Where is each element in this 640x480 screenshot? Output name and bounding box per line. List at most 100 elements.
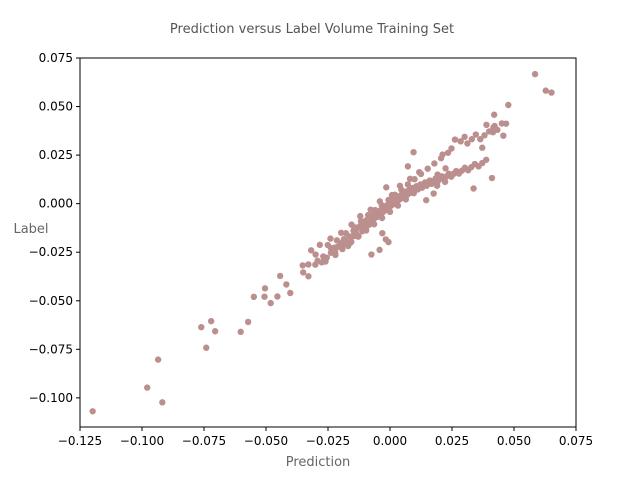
data-point	[382, 236, 389, 243]
data-point	[479, 144, 486, 151]
data-point	[368, 251, 375, 258]
data-point	[287, 289, 294, 297]
x-tick-label: −0.100	[120, 434, 164, 448]
data-point	[237, 328, 244, 336]
data-point	[404, 163, 412, 170]
data-point	[483, 156, 490, 163]
data-point	[89, 408, 96, 415]
data-point	[488, 174, 496, 182]
x-tick-label: −0.050	[244, 434, 288, 448]
y-tick-label: 0.025	[39, 148, 73, 162]
data-point	[383, 184, 390, 191]
data-point	[448, 145, 455, 152]
data-point	[207, 317, 215, 325]
data-point	[444, 149, 452, 156]
data-point	[261, 285, 269, 292]
data-point	[500, 132, 507, 139]
y-tick-label: 0.075	[39, 51, 73, 65]
data-point	[305, 273, 312, 280]
data-point	[542, 87, 549, 94]
data-point	[305, 261, 312, 268]
data-point	[357, 217, 365, 225]
data-point	[276, 272, 284, 280]
data-point	[548, 89, 555, 96]
data-point	[406, 175, 414, 182]
data-point	[376, 246, 383, 254]
y-axis: −0.100 −0.075 −0.050 −0.025 0.000 0.025 0.050 0…	[29, 51, 80, 405]
data-point	[416, 169, 423, 176]
data-point	[477, 135, 484, 143]
data-point	[502, 120, 510, 127]
data-point	[299, 262, 306, 269]
data-point	[531, 70, 539, 78]
data-point	[394, 202, 402, 209]
data-point	[274, 293, 281, 300]
data-point	[355, 233, 362, 240]
x-axis: −0.125 −0.100 −0.075 −0.050 −0.025 0.000 0.025…	[58, 427, 593, 448]
data-point	[261, 293, 268, 300]
data-point	[379, 229, 386, 237]
data-point	[483, 121, 490, 129]
data-point	[464, 140, 471, 147]
y-tick-label: −0.100	[29, 391, 73, 405]
y-tick-label: −0.075	[29, 342, 73, 356]
data-point	[468, 135, 476, 143]
data-point	[370, 221, 378, 228]
data-point	[333, 237, 341, 244]
data-point	[388, 191, 396, 199]
data-point	[203, 344, 210, 351]
y-tick-label: 0.050	[39, 100, 73, 114]
data-point	[441, 178, 449, 186]
data-point	[402, 196, 410, 203]
data-point	[424, 165, 431, 172]
data-point	[472, 131, 480, 138]
data-point	[342, 229, 350, 237]
data-point	[431, 160, 438, 167]
data-point	[481, 132, 488, 139]
data-point	[339, 245, 346, 253]
data-point	[457, 138, 464, 145]
data-point	[505, 101, 512, 109]
x-tick-label: −0.075	[182, 434, 226, 448]
data-point	[154, 356, 162, 363]
data-point	[244, 318, 252, 326]
data-point	[426, 177, 433, 184]
data-point	[490, 111, 498, 118]
data-point	[367, 206, 374, 213]
y-tick-label: −0.050	[29, 294, 73, 308]
x-tick-label: 0.075	[559, 434, 593, 448]
data-point	[434, 171, 441, 178]
data-point	[364, 211, 372, 219]
data-point	[312, 251, 319, 258]
data-point	[316, 241, 324, 249]
data-point	[198, 323, 205, 331]
data-point	[337, 229, 345, 236]
data-point	[404, 181, 412, 188]
data-point	[376, 198, 384, 205]
data-point	[410, 189, 418, 197]
data-point	[283, 281, 290, 288]
data-point	[327, 235, 334, 242]
data-point	[386, 208, 394, 216]
x-tick-label: −0.125	[58, 434, 102, 448]
x-tick-label: 0.050	[497, 434, 531, 448]
data-point	[267, 299, 274, 307]
data-point	[250, 293, 258, 301]
data-point	[211, 328, 219, 335]
data-point	[300, 269, 307, 276]
data-point	[323, 254, 330, 261]
data-point	[144, 384, 151, 391]
data-point	[357, 212, 364, 220]
data-point	[332, 251, 339, 259]
data-point	[461, 133, 468, 141]
data-point	[378, 214, 386, 222]
y-tick-label: 0.000	[39, 197, 73, 211]
data-point	[347, 239, 354, 247]
data-point	[439, 151, 446, 158]
x-axis-label: Prediction	[286, 455, 351, 470]
data-point	[494, 126, 501, 134]
data-point	[410, 148, 417, 156]
data-point	[348, 221, 355, 228]
data-point	[433, 182, 441, 189]
